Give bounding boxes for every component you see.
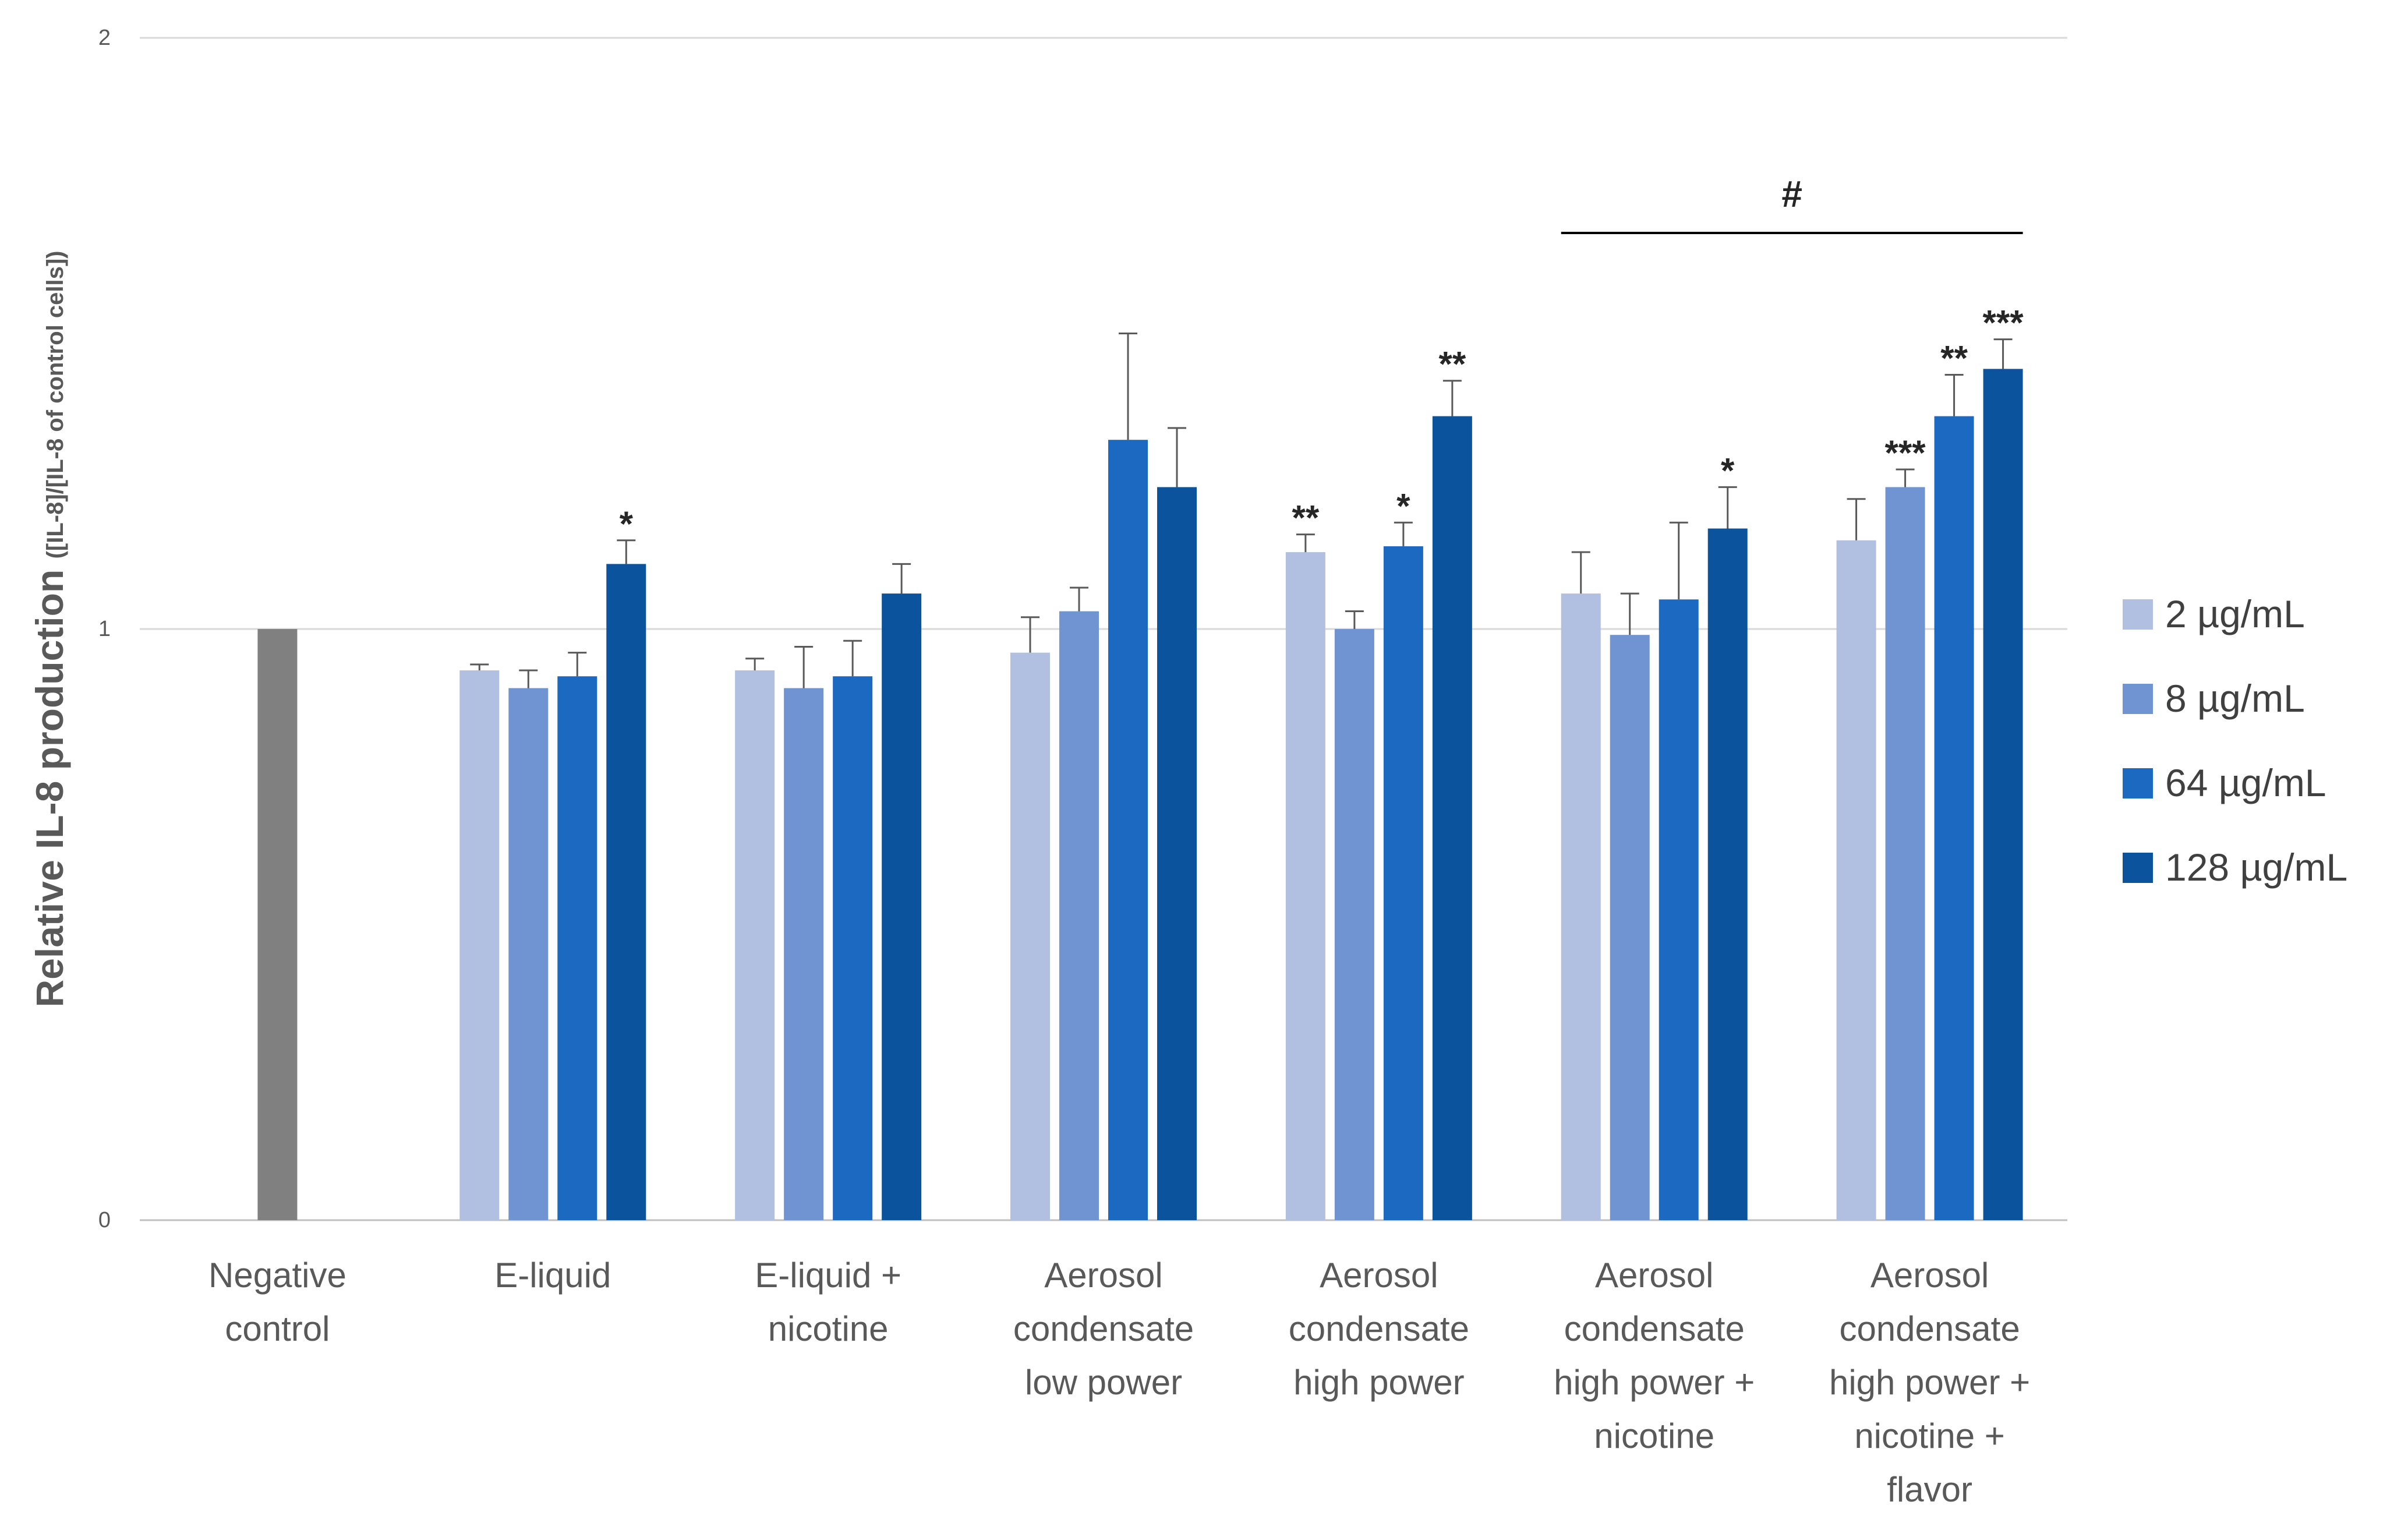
x-category-label: flavor [1887,1470,1972,1509]
bar [459,670,500,1220]
bar [1432,416,1472,1220]
bar [1983,369,2023,1220]
x-category-label: nicotine [1594,1416,1714,1455]
significance-label: ** [1292,499,1320,538]
y-tick-label: 1 [98,617,111,641]
x-category-label: high power [1293,1363,1465,1402]
x-category-label: Aerosol [1595,1256,1713,1295]
x-category-label: E-liquid + [755,1256,901,1295]
bar [882,593,922,1220]
legend-label: 128 µg/mL [2165,846,2347,889]
x-category-label: condensate [1839,1309,2020,1348]
x-category-label: nicotine [768,1309,889,1348]
bar [1934,416,1974,1220]
bracket-label: # [1781,173,1802,215]
bar [557,676,597,1220]
y-axis-title: Relative IL-8 production ([IL-8]/[IL-8 o… [28,251,71,1008]
bar [784,688,824,1220]
bar [1707,528,1748,1221]
legend-swatch [2123,599,2153,630]
significance-label: ** [1439,345,1466,384]
x-category-label: Aerosol [1320,1256,1438,1295]
bar [1334,629,1374,1220]
bar [1285,552,1325,1220]
gridlines [140,37,2067,1221]
significance-label: *** [1983,303,2024,342]
legend-label: 8 µg/mL [2165,677,2305,720]
significance-label: * [1721,451,1735,490]
x-category-label: condensate [1013,1309,1194,1348]
bar [508,688,549,1220]
legend-swatch [2123,684,2153,714]
bar [1157,487,1197,1220]
x-category-label: Aerosol [1044,1256,1162,1295]
bar [606,564,646,1220]
x-category-label: Aerosol [1870,1256,1989,1295]
bar [833,676,873,1220]
x-category-label: Negative [208,1256,346,1295]
significance-label: *** [1885,433,1926,472]
bar [1659,599,1699,1220]
bar [1561,593,1601,1220]
x-category-label: condensate [1564,1309,1745,1348]
bar [1610,635,1650,1220]
y-axis-title-sub: ([IL-8]/[IL-8 of control cells]) [43,251,68,559]
y-tick-label: 0 [98,1208,111,1232]
x-category-label: control [225,1309,330,1348]
significance-label: * [620,504,634,543]
x-category-label: condensate [1289,1309,1469,1348]
x-category-label: high power + [1829,1363,2030,1402]
y-axis-title-main: Relative IL-8 production [28,559,71,1007]
bar [1059,611,1099,1220]
bar-negative-control [257,629,298,1220]
bars [257,333,2023,1221]
legend: 2 µg/mL 8 µg/mL 64 µg/mL 128 µg/mL [2123,592,2347,889]
bar [1836,540,1876,1220]
legend-swatch [2123,853,2153,883]
legend-label: 2 µg/mL [2165,592,2305,635]
bar [1010,652,1050,1220]
bar [1383,546,1423,1220]
y-tick-label: 2 [98,26,111,50]
legend-swatch [2123,768,2153,798]
labels: 0 1 2 Relative IL-8 production ([IL-8]/[IL-… [28,26,2030,1509]
bar [735,670,775,1220]
bar [1885,487,1925,1220]
x-category-label: E-liquid [494,1256,611,1295]
bar [1108,440,1148,1221]
x-category-label: nicotine + [1854,1416,2005,1455]
legend-label: 64 µg/mL [2165,761,2326,804]
x-category-label: low power [1025,1363,1182,1402]
significance-label: * [1396,486,1410,525]
x-category-label: high power + [1554,1363,1755,1402]
significance-label: ** [1940,339,1968,378]
